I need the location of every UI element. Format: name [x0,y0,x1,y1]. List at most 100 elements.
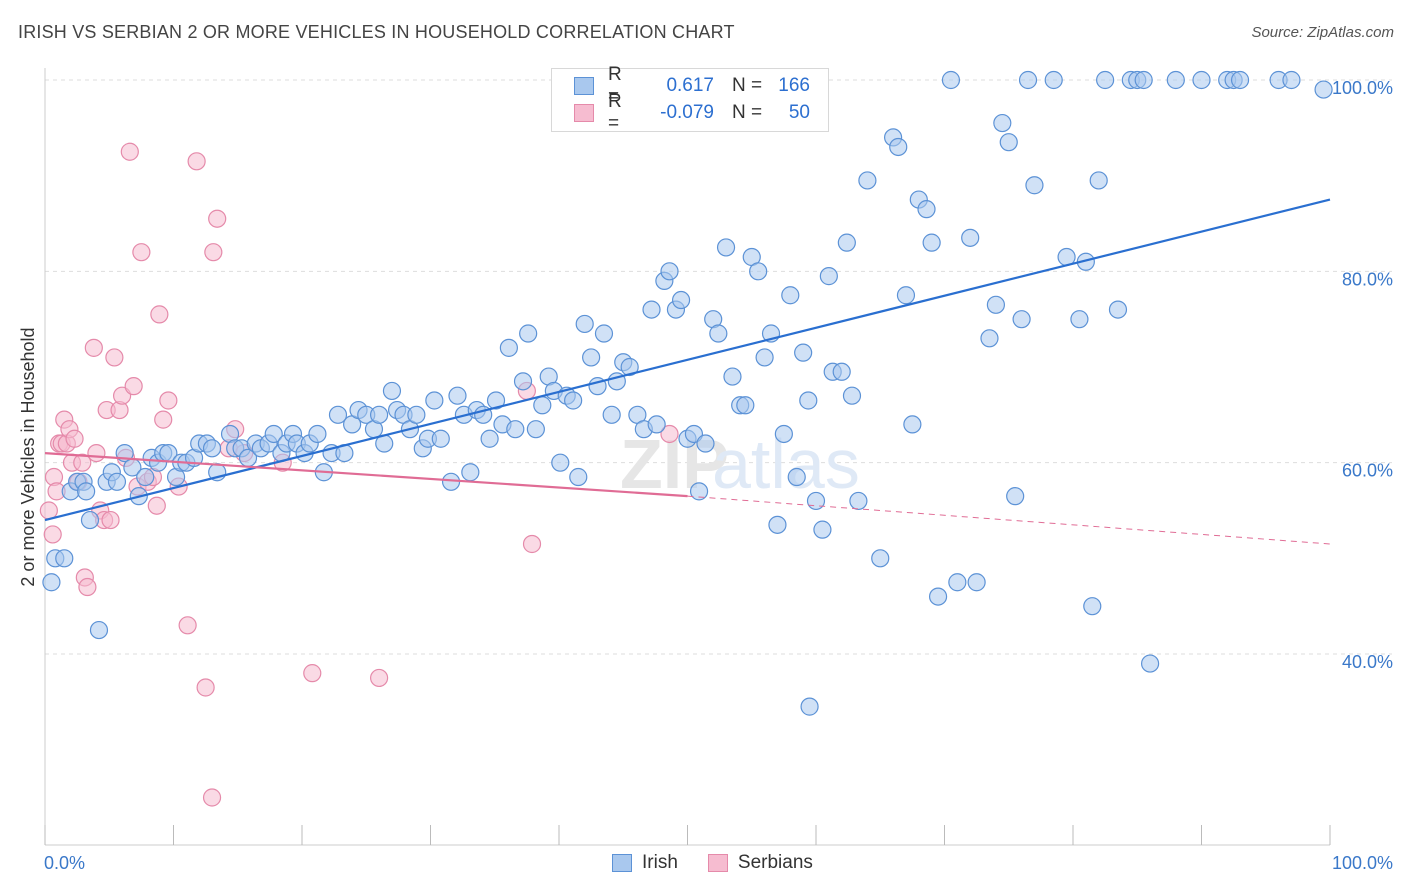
data-point [65,429,84,448]
data-point [787,467,806,487]
data-point [813,520,832,539]
y-tick-label: 80.0% [1342,269,1393,289]
data-point [871,549,890,568]
data-point [526,420,545,439]
legend-row-irish: R = 0.617 N = 166 [574,64,810,107]
data-point [569,467,588,487]
data-point [716,238,736,257]
data-point [768,515,787,534]
n-label: N = [732,102,763,123]
data-point [551,453,570,472]
n-value: 50 [788,102,810,123]
data-point [993,113,1012,133]
data-point [575,314,594,334]
data-point [124,377,143,396]
data-point [689,482,709,501]
data-point [77,482,96,501]
data-point [564,391,583,410]
data-point [55,549,74,568]
data-point [642,300,661,319]
data-point [842,386,862,405]
data-point [660,262,679,281]
data-point [736,396,755,415]
data-point [448,386,467,405]
data-point [533,396,552,415]
data-point [749,262,768,281]
data-point [647,415,666,434]
serbian-trend-extension [687,495,1331,545]
data-point [832,362,851,381]
data-point [87,444,106,463]
data-point [84,338,103,357]
data-point [903,415,922,434]
data-point [506,420,525,439]
data-point [1108,300,1128,319]
data-point [136,467,155,487]
data-point [159,391,178,410]
data-point [196,678,215,697]
data-point [1314,80,1333,99]
data-point [1025,176,1044,195]
data-point [986,295,1006,314]
trend-lines [44,198,1331,545]
data-point [806,491,826,511]
data-point [154,410,173,429]
data-point [980,329,999,348]
data-point [941,70,961,90]
data-point [522,534,542,554]
data-point [150,305,169,324]
data-point [89,620,109,640]
data-point [794,343,813,362]
data-point [1070,310,1089,329]
data-point [1134,70,1153,90]
data-point [264,424,283,444]
data-point [513,372,533,391]
axis-labels: 40.0% 60.0% 80.0% 100.0% 0.0% 100.0% 2 or more… [18,78,1393,873]
irish-swatch [574,77,594,95]
data-point [837,233,856,252]
data-point [178,616,197,635]
serbian-legend-label: Serbians [737,852,813,873]
y-tick-label: 100.0% [1332,78,1393,98]
r-value: 0.617 [666,75,714,96]
data-point [407,405,426,424]
serbian-legend-swatch [707,854,728,872]
data-point [80,510,100,530]
data-point [858,171,877,190]
data-point [308,424,327,444]
data-point [499,338,518,357]
data-point [1230,70,1250,90]
data-point [1192,70,1211,90]
x-tick-label: 100.0% [1332,853,1393,873]
data-point [328,405,348,424]
irish-legend-swatch [612,854,632,872]
serbian-points [39,142,679,807]
data-point [202,439,222,458]
r-label: R = [608,64,622,107]
data-point [519,324,538,343]
r-label: R = [608,91,622,134]
data-point [594,324,614,343]
grid-lines [45,79,1392,655]
irish-points [42,70,1333,716]
data-point [917,200,936,219]
serbian-swatch [574,104,594,122]
data-point [620,357,639,377]
serbian-trend-line [44,452,688,498]
data-point [774,424,793,444]
data-point [105,348,124,367]
x-tick-label: 0.0% [44,853,85,873]
data-point [1012,310,1031,329]
data-point [800,697,819,716]
data-point [120,142,139,161]
n-label: N = [732,75,763,96]
chart-title: IRISH VS SERBIAN 2 OR MORE VEHICLES IN H… [18,22,735,42]
data-point [961,228,980,247]
data-point [101,510,120,530]
data-point [147,496,166,515]
data-point [1282,70,1301,90]
data-point [660,424,679,444]
r-value: -0.079 [660,102,714,123]
data-point [480,429,499,448]
